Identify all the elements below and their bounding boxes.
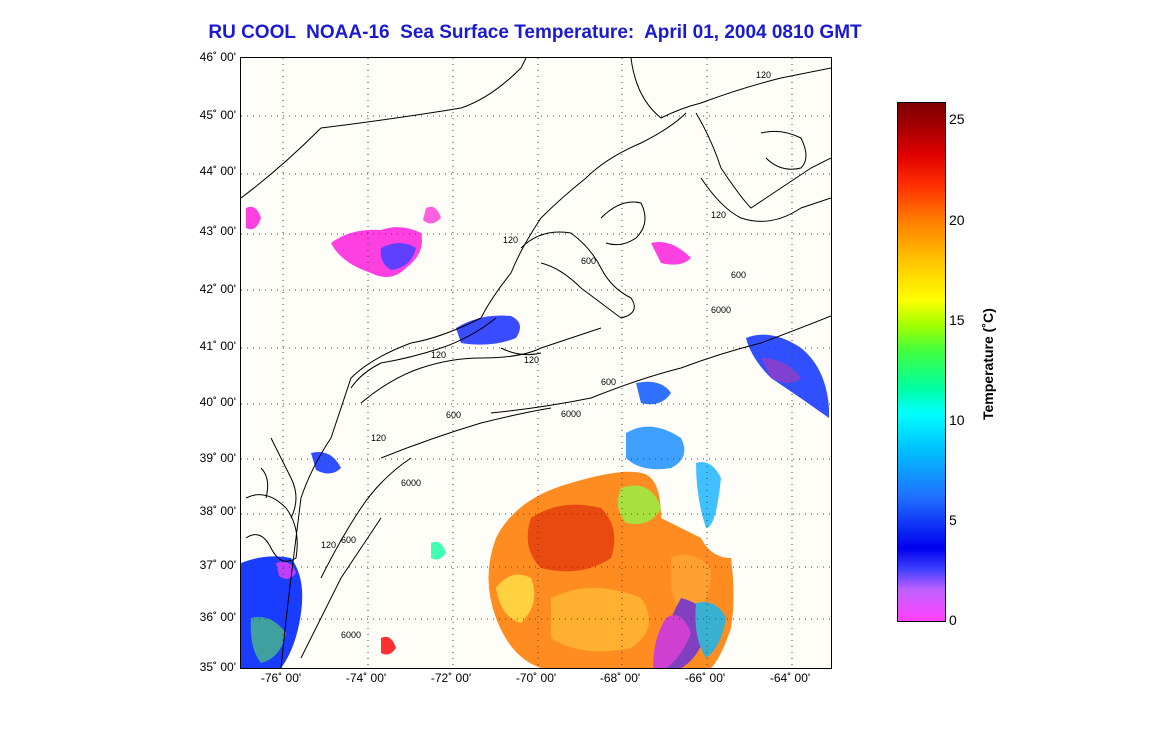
contour-label-600c: 600 (446, 410, 461, 420)
lon-label-70: -70˚ 00' (515, 671, 557, 685)
lat-label-38: 38˚ 00' (199, 504, 236, 518)
lon-label-74: -74˚ 00' (345, 671, 387, 685)
contour-label-6000c: 6000 (401, 478, 421, 488)
lon-label-64: -64˚ 00' (769, 671, 811, 685)
sst-map: 120 600 600 6000 6000 120 120 120 6000 6… (240, 57, 832, 669)
contour-label-600d: 600 (341, 535, 356, 545)
sst-map-canvas: 120 600 600 6000 6000 120 120 120 6000 6… (241, 58, 831, 668)
colorbar-tick-20: 20 (949, 212, 965, 228)
contour-label-6000: 6000 (561, 409, 581, 419)
lon-label-76: -76˚ 00' (260, 671, 302, 685)
contour-label-layer: 120 600 600 6000 6000 120 120 120 6000 6… (321, 70, 771, 640)
lon-label-66: -66˚ 00' (684, 671, 726, 685)
lat-label-39: 39˚ 00' (199, 451, 236, 465)
colorbar-label: Temperature (˚C) (980, 308, 996, 420)
lat-label-46: 46˚ 00' (199, 50, 236, 64)
contour-label-120d: 120 (371, 433, 386, 443)
colorbar-tick-10: 10 (949, 412, 965, 428)
colorbar-tick-0: 0 (949, 612, 957, 628)
contour-label-120b: 120 (431, 350, 446, 360)
colorbar-tick-5: 5 (949, 512, 957, 528)
lat-label-37: 37˚ 00' (199, 558, 236, 572)
lat-label-41: 41˚ 00' (199, 339, 236, 353)
lat-label-35: 35˚ 00' (199, 660, 236, 674)
lat-label-42: 42˚ 00' (199, 282, 236, 296)
contour-label-600b: 600 (731, 270, 746, 280)
contour-label-120c: 120 (524, 355, 539, 365)
lat-label-45: 45˚ 00' (199, 108, 236, 122)
lat-label-43: 43˚ 00' (199, 224, 236, 238)
graticule (241, 58, 831, 668)
map-title: RU COOL NOAA-16 Sea Surface Temperature:… (208, 22, 862, 43)
lat-label-36: 36˚ 00' (199, 610, 236, 624)
lon-label-68: -68˚ 00' (599, 671, 641, 685)
lon-label-72: -72˚ 00' (430, 671, 472, 685)
contour-label-6000b: 6000 (711, 305, 731, 315)
contour-label-120: 120 (503, 235, 518, 245)
contour-label-600e: 600 (601, 377, 616, 387)
contour-label-120f: 120 (711, 210, 726, 220)
contour-label-6000d: 6000 (341, 630, 361, 640)
temperature-colorbar (897, 102, 946, 622)
sst-data-layer (241, 206, 829, 668)
lat-label-44: 44˚ 00' (199, 164, 236, 178)
contour-label-120g: 120 (756, 70, 771, 80)
coastline-contours (241, 58, 831, 668)
lat-label-40: 40˚ 00' (199, 395, 236, 409)
colorbar-tick-15: 15 (949, 312, 965, 328)
contour-label-600: 600 (581, 256, 596, 266)
colorbar-tick-25: 25 (949, 111, 965, 127)
contour-label-120e: 120 (321, 540, 336, 550)
